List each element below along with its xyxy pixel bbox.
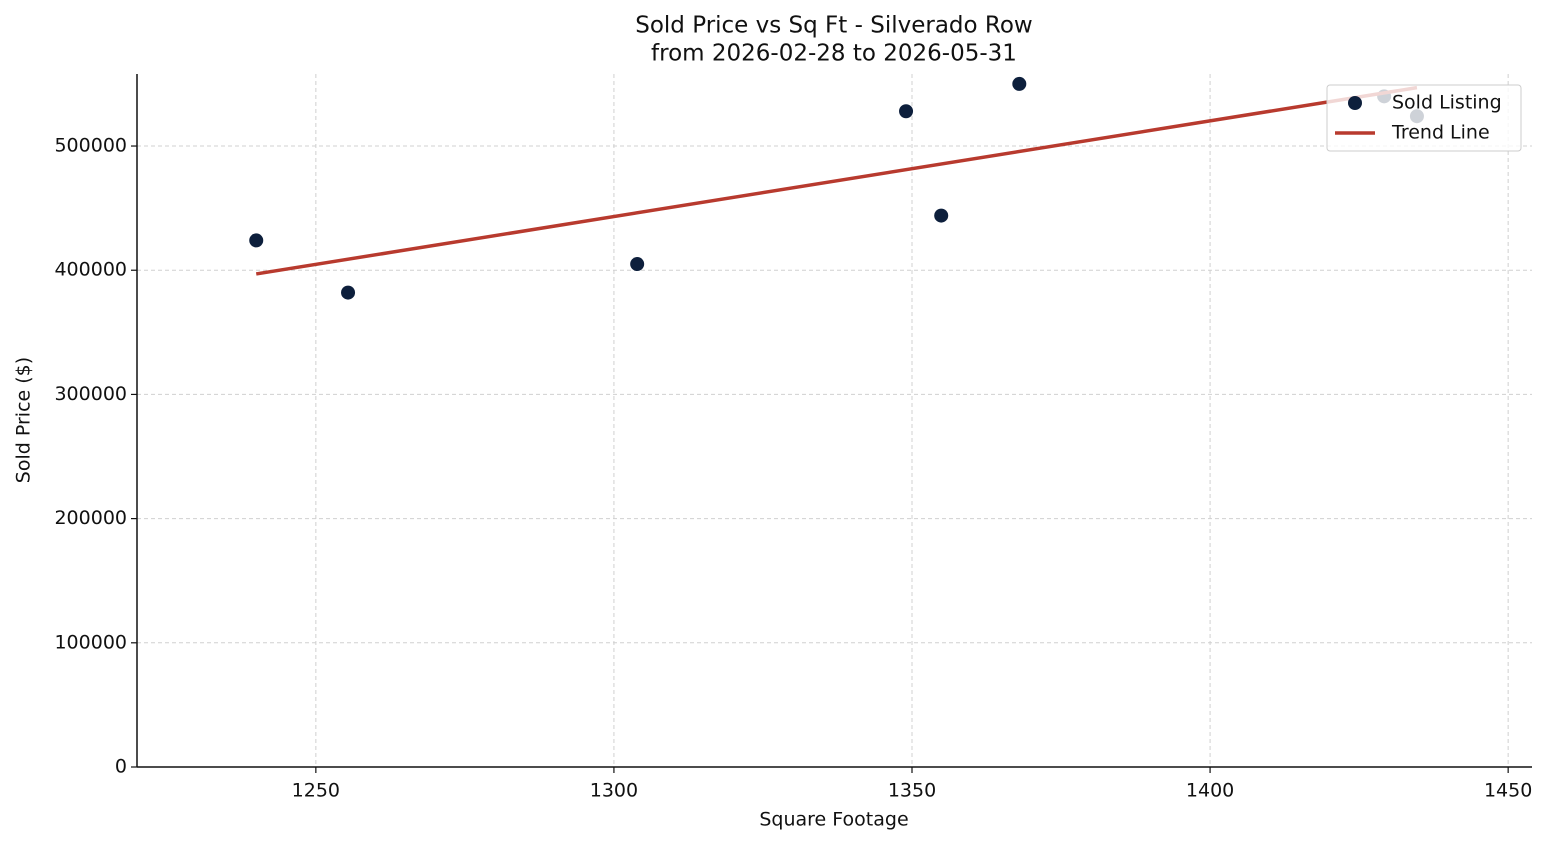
y-axis-label: Sold Price ($) bbox=[13, 357, 35, 483]
data-point bbox=[1012, 76, 1027, 91]
chart-title: Sold Price vs Sq Ft - Silverado Row bbox=[635, 13, 1032, 39]
trend-line bbox=[255, 85, 1418, 276]
data-point bbox=[630, 257, 645, 272]
plot-area bbox=[249, 76, 1424, 300]
y-tick-label: 0 bbox=[115, 756, 127, 778]
x-tick-label: 1400 bbox=[1186, 780, 1234, 802]
grid: 1250 1300 1350 1400 1450 0 100000 200000 300000 4… bbox=[54, 74, 1532, 802]
legend-box bbox=[1326, 84, 1522, 152]
legend-swatch bbox=[1348, 96, 1362, 110]
x-tick-label: 1350 bbox=[888, 780, 936, 802]
y-tick-label: 100000 bbox=[54, 631, 127, 653]
data-point bbox=[341, 285, 356, 300]
y-tick-label: 200000 bbox=[54, 507, 127, 529]
x-tick-label: 1250 bbox=[292, 780, 340, 802]
x-tick-label: 1450 bbox=[1484, 780, 1532, 802]
data-point bbox=[934, 208, 949, 223]
y-tick-label: 400000 bbox=[54, 259, 127, 281]
data-point bbox=[899, 104, 914, 119]
y-tick-label: 500000 bbox=[54, 135, 127, 157]
chart-subtitle: from 2026-02-28 to 2026-05-31 bbox=[651, 41, 1017, 67]
data-point bbox=[249, 233, 264, 248]
legend-label: Trend Line bbox=[1391, 122, 1490, 144]
x-tick-label: 1300 bbox=[590, 780, 638, 802]
legend-label: Sold Listing bbox=[1392, 92, 1502, 114]
x-axis-label: Square Footage bbox=[759, 809, 908, 831]
legend: Sold Listing Trend Line bbox=[1326, 84, 1522, 152]
y-tick-label: 300000 bbox=[54, 383, 127, 405]
